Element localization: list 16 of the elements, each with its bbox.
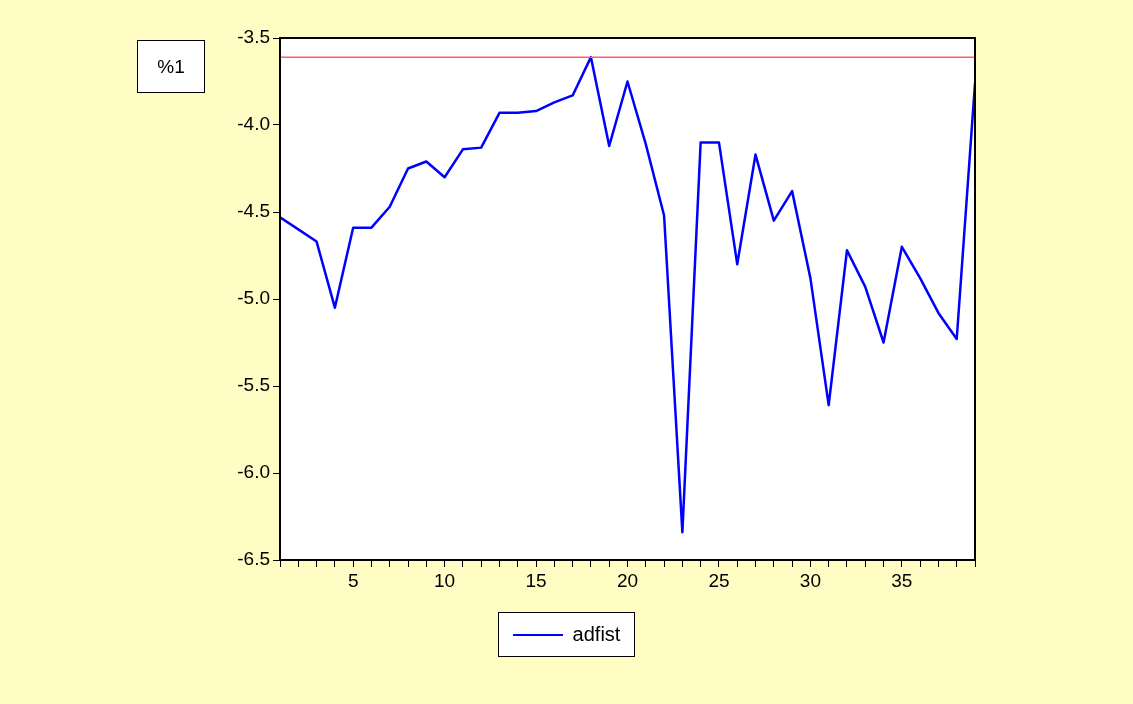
y-tick-label: -5.5 — [237, 374, 270, 396]
x-tick-label: 15 — [525, 569, 547, 591]
y-tick-label: -4.5 — [237, 200, 270, 222]
y-tick-label: -3.5 — [237, 26, 270, 48]
x-tick-label: 10 — [434, 569, 456, 591]
x-tick-label: 25 — [708, 569, 730, 591]
y-tick-label: -5.0 — [237, 287, 270, 309]
legend-label: adfist — [572, 623, 621, 646]
y-tick-label: -6.0 — [237, 461, 270, 483]
x-tick-label: 35 — [891, 569, 913, 591]
y-tick-label: -6.5 — [237, 548, 270, 570]
x-tick-label: 5 — [347, 569, 359, 591]
text: %1 — [137, 40, 205, 93]
y-tick-label: -4.0 — [237, 113, 270, 135]
x-tick-label: 30 — [799, 569, 821, 591]
x-tick-label: 20 — [616, 569, 639, 591]
